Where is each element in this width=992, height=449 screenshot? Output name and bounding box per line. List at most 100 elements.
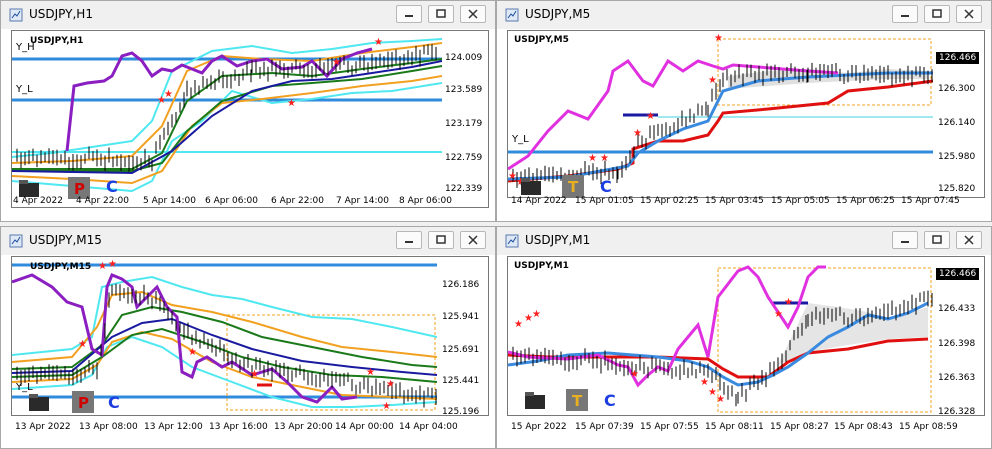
svg-text:★: ★: [108, 259, 117, 270]
svg-text:P: P: [78, 394, 89, 412]
close-button[interactable]: [460, 231, 486, 249]
level-label-y-l: Y_L: [16, 382, 33, 393]
svg-text:P: P: [74, 180, 85, 198]
maximize-button[interactable]: [428, 231, 454, 249]
svg-text:★: ★: [188, 347, 197, 358]
chart-window-m15[interactable]: USDJPY,M15 ★ ★ ★ ★ ★ ★ ★ ★ USDJPY,M15 Y_L 12…: [0, 226, 496, 449]
chart-icon: [9, 234, 23, 248]
title-bar[interactable]: USDJPY,M15: [1, 227, 495, 255]
window-title: USDJPY,M1: [525, 233, 591, 247]
svg-text:★: ★: [524, 313, 533, 324]
chart-area[interactable]: ★ ★ ★ ★ ★ ★ ★ ★ USDJPY,M15 Y_L 126.186 125.9…: [11, 256, 489, 416]
svg-text:★: ★: [600, 153, 609, 164]
svg-text:★: ★: [386, 379, 395, 390]
time-tick: 15 Apr 03:45: [705, 196, 764, 206]
t-button-icon[interactable]: T: [566, 389, 588, 411]
chart-window-h1[interactable]: USDJPY,H1 ★ ★ ★ ★ ★ USDJPY,H1: [0, 0, 496, 222]
time-tick: 14 Apr 2022: [511, 196, 567, 206]
svg-text:★: ★: [532, 309, 541, 320]
folder-icon[interactable]: [524, 389, 546, 411]
c-button[interactable]: C: [108, 393, 120, 412]
title-bar[interactable]: USDJPY,M1: [497, 227, 991, 255]
time-tick: 15 Apr 08:59: [899, 422, 958, 432]
price-tick: 126.140: [938, 118, 976, 128]
price-tick: 125.691: [442, 345, 480, 355]
minimize-button[interactable]: [396, 5, 422, 23]
folder-icon[interactable]: [18, 177, 40, 199]
price-plot: ★★ ★★ ★: [12, 37, 442, 193]
minimize-button[interactable]: [892, 231, 918, 249]
svg-text:★: ★: [514, 319, 523, 330]
svg-text:★: ★: [287, 98, 296, 109]
svg-text:★: ★: [708, 387, 717, 398]
maximize-button[interactable]: [924, 231, 950, 249]
c-button[interactable]: C: [600, 177, 612, 196]
price-tick: 125.196: [442, 407, 480, 416]
level-label-y-h: Y_H: [16, 42, 35, 53]
t-button-icon[interactable]: T: [562, 175, 584, 197]
time-tick: 13 Apr 16:00: [209, 422, 268, 432]
time-tick: 15 Apr 08:27: [770, 422, 829, 432]
price-tick: 122.339: [445, 184, 483, 194]
p-button-icon[interactable]: P: [72, 391, 94, 413]
time-tick: 4 Apr 2022: [13, 196, 63, 206]
time-tick: 15 Apr 07:55: [640, 422, 699, 432]
svg-text:★: ★: [774, 309, 783, 320]
chart-window-m5[interactable]: USDJPY,M5 ★ ★ ★ ★ ★ ★ ★ ★ USDJPY,M5 Y_L 126.…: [496, 0, 992, 222]
time-tick: 14 Apr 04:00: [399, 422, 458, 432]
svg-text:★: ★: [374, 37, 383, 48]
time-tick: 14 Apr 00:00: [335, 422, 394, 432]
svg-text:★: ★: [588, 153, 597, 164]
chart-icon: [9, 8, 23, 22]
minimize-icon: [405, 241, 413, 243]
close-button[interactable]: [460, 5, 486, 23]
time-tick: 15 Apr 01:05: [575, 196, 634, 206]
level-label-y-l: Y_L: [16, 84, 33, 95]
price-tick: 126.433: [938, 304, 976, 314]
title-bar[interactable]: USDJPY,H1: [1, 1, 495, 29]
current-price-badge: 126.466: [936, 52, 980, 64]
close-icon: [964, 235, 974, 245]
time-tick: 7 Apr 14:00: [336, 196, 389, 206]
c-button[interactable]: C: [106, 177, 118, 196]
folder-icon[interactable]: [28, 391, 50, 413]
time-tick: 13 Apr 08:00: [79, 422, 138, 432]
price-tick: 125.441: [442, 376, 480, 386]
svg-text:★: ★: [630, 369, 639, 380]
svg-text:★: ★: [516, 177, 525, 188]
time-tick: 8 Apr 06:00: [399, 196, 452, 206]
price-plot: ★★ ★★ ★★ ★★ ★: [508, 265, 933, 413]
c-button[interactable]: C: [604, 391, 616, 410]
close-button[interactable]: [956, 5, 982, 23]
chart-icon: [505, 234, 519, 248]
svg-text:★: ★: [784, 297, 793, 308]
svg-text:★: ★: [78, 339, 87, 350]
title-bar[interactable]: USDJPY,M5: [497, 1, 991, 29]
chart-symbol-label: USDJPY,M5: [514, 35, 569, 45]
chart-area[interactable]: ★ ★ ★ ★ ★ ★ ★ ★ USDJPY,M5 Y_L 126.466 126.30…: [507, 30, 985, 198]
minimize-button[interactable]: [396, 231, 422, 249]
maximize-icon: [436, 9, 446, 18]
time-tick: 15 Apr 06:25: [836, 196, 895, 206]
svg-text:★: ★: [508, 171, 517, 182]
current-price-badge: 126.466: [936, 268, 980, 280]
chart-icon: [505, 8, 519, 22]
chart-symbol-label: USDJPY,M1: [514, 261, 569, 271]
time-tick: 13 Apr 20:00: [274, 422, 333, 432]
folder-icon[interactable]: [520, 175, 542, 197]
close-button[interactable]: [956, 231, 982, 249]
svg-text:★: ★: [714, 33, 723, 44]
time-tick: 15 Apr 2022: [511, 422, 567, 432]
chart-symbol-label: USDJPY,H1: [30, 36, 84, 46]
chart-area[interactable]: ★ ★ ★ ★ ★ ★ ★ ★ ★ USDJPY,M1 126.466 126.433 …: [507, 256, 985, 416]
maximize-button[interactable]: [924, 5, 950, 23]
time-tick: 6 Apr 22:00: [271, 196, 324, 206]
time-tick: 6 Apr 06:00: [205, 196, 258, 206]
minimize-button[interactable]: [892, 5, 918, 23]
chart-area[interactable]: ★ ★ ★ ★ ★ USDJPY,H1 Y_H Y_L 124.009 123.58…: [11, 30, 489, 208]
p-button-icon[interactable]: P: [68, 177, 90, 199]
chart-window-m1[interactable]: USDJPY,M1 ★ ★ ★ ★ ★ ★ ★ ★ ★ USDJPY,M1 126.46…: [496, 226, 992, 449]
price-tick: 126.398: [938, 339, 976, 349]
price-tick: 123.179: [445, 119, 483, 129]
maximize-button[interactable]: [428, 5, 454, 23]
